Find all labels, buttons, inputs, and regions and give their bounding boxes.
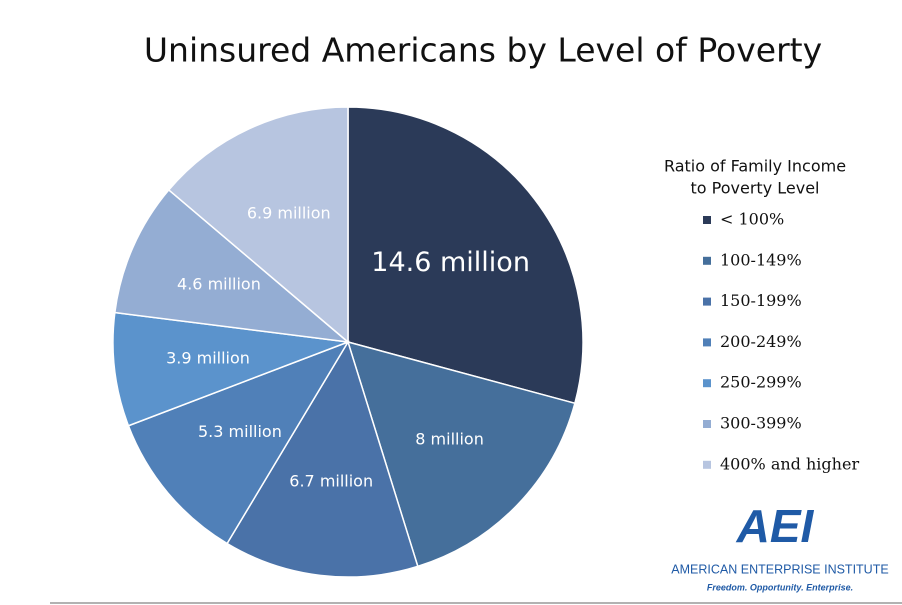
legend-label: 250-299% [720, 373, 802, 392]
data-label: 6.7 million [289, 471, 373, 490]
legend-swatch [703, 420, 711, 428]
data-label: 8 million [415, 429, 484, 448]
pie-slice [346, 340, 576, 568]
pie-slice [112, 311, 349, 427]
legend-swatch [703, 216, 711, 224]
legend-swatch [703, 297, 711, 306]
legend-label: 400% and higher [720, 454, 859, 473]
pie-slice [127, 340, 350, 545]
legend-swatch [703, 256, 711, 265]
logo-name: AMERICAN ENTERPRISE INSTITUTE [671, 562, 888, 576]
legend-swatch [703, 338, 711, 347]
legend-label: 150-199% [720, 291, 802, 310]
data-label: 6.9 million [247, 204, 331, 223]
pie-slice [167, 106, 349, 344]
pie-slice [347, 106, 584, 405]
pie-slice [226, 340, 419, 578]
legend-swatch [703, 460, 711, 469]
legend-swatch [703, 379, 711, 388]
data-label: 14.6 million [371, 247, 530, 278]
logo-mark: AEI [736, 500, 815, 552]
legend-label: 300-399% [720, 414, 802, 433]
legend-label: 200-249% [720, 332, 802, 351]
legend-label: 100-149% [720, 250, 802, 269]
chart-title: Uninsured Americans by Level of Poverty [144, 31, 822, 70]
data-label: 5.3 million [198, 422, 282, 441]
legend-label: < 100% [720, 210, 784, 229]
pie-slice [114, 188, 351, 344]
data-label: 3.9 million [166, 348, 250, 367]
logo-tagline: Freedom. Opportunity. Enterprise. [707, 582, 853, 592]
legend-title: to Poverty Level [691, 179, 820, 198]
data-label: 4.6 million [177, 275, 261, 294]
legend-title: Ratio of Family Income [664, 157, 846, 176]
